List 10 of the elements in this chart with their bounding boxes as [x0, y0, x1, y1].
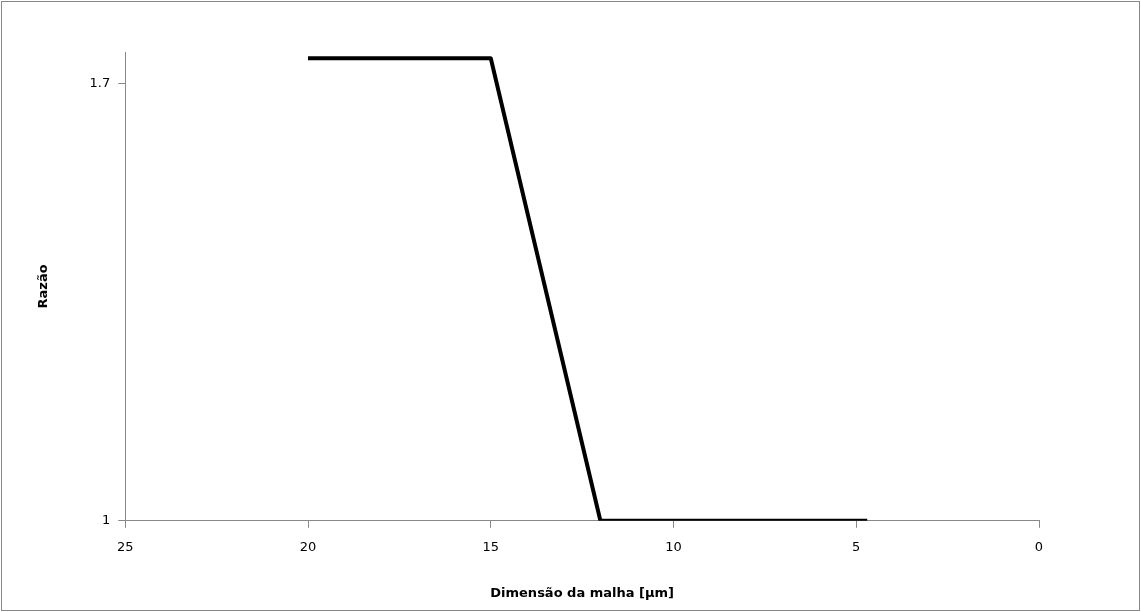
x-axis-title: Dimensão da malha [µm] [490, 584, 675, 600]
x-tick-label: 5 [852, 538, 861, 554]
x-tick-label: 25 [117, 538, 134, 554]
x-tick-label: 15 [482, 538, 500, 554]
y-axis-title: Razão [35, 264, 51, 309]
y-tick-label: 1.7 [89, 74, 111, 90]
x-tick-label: 0 [1034, 538, 1044, 554]
y-tick-label: 1 [101, 512, 111, 528]
x-tick-label: 10 [665, 538, 682, 554]
x-tick-label: 20 [299, 538, 317, 554]
